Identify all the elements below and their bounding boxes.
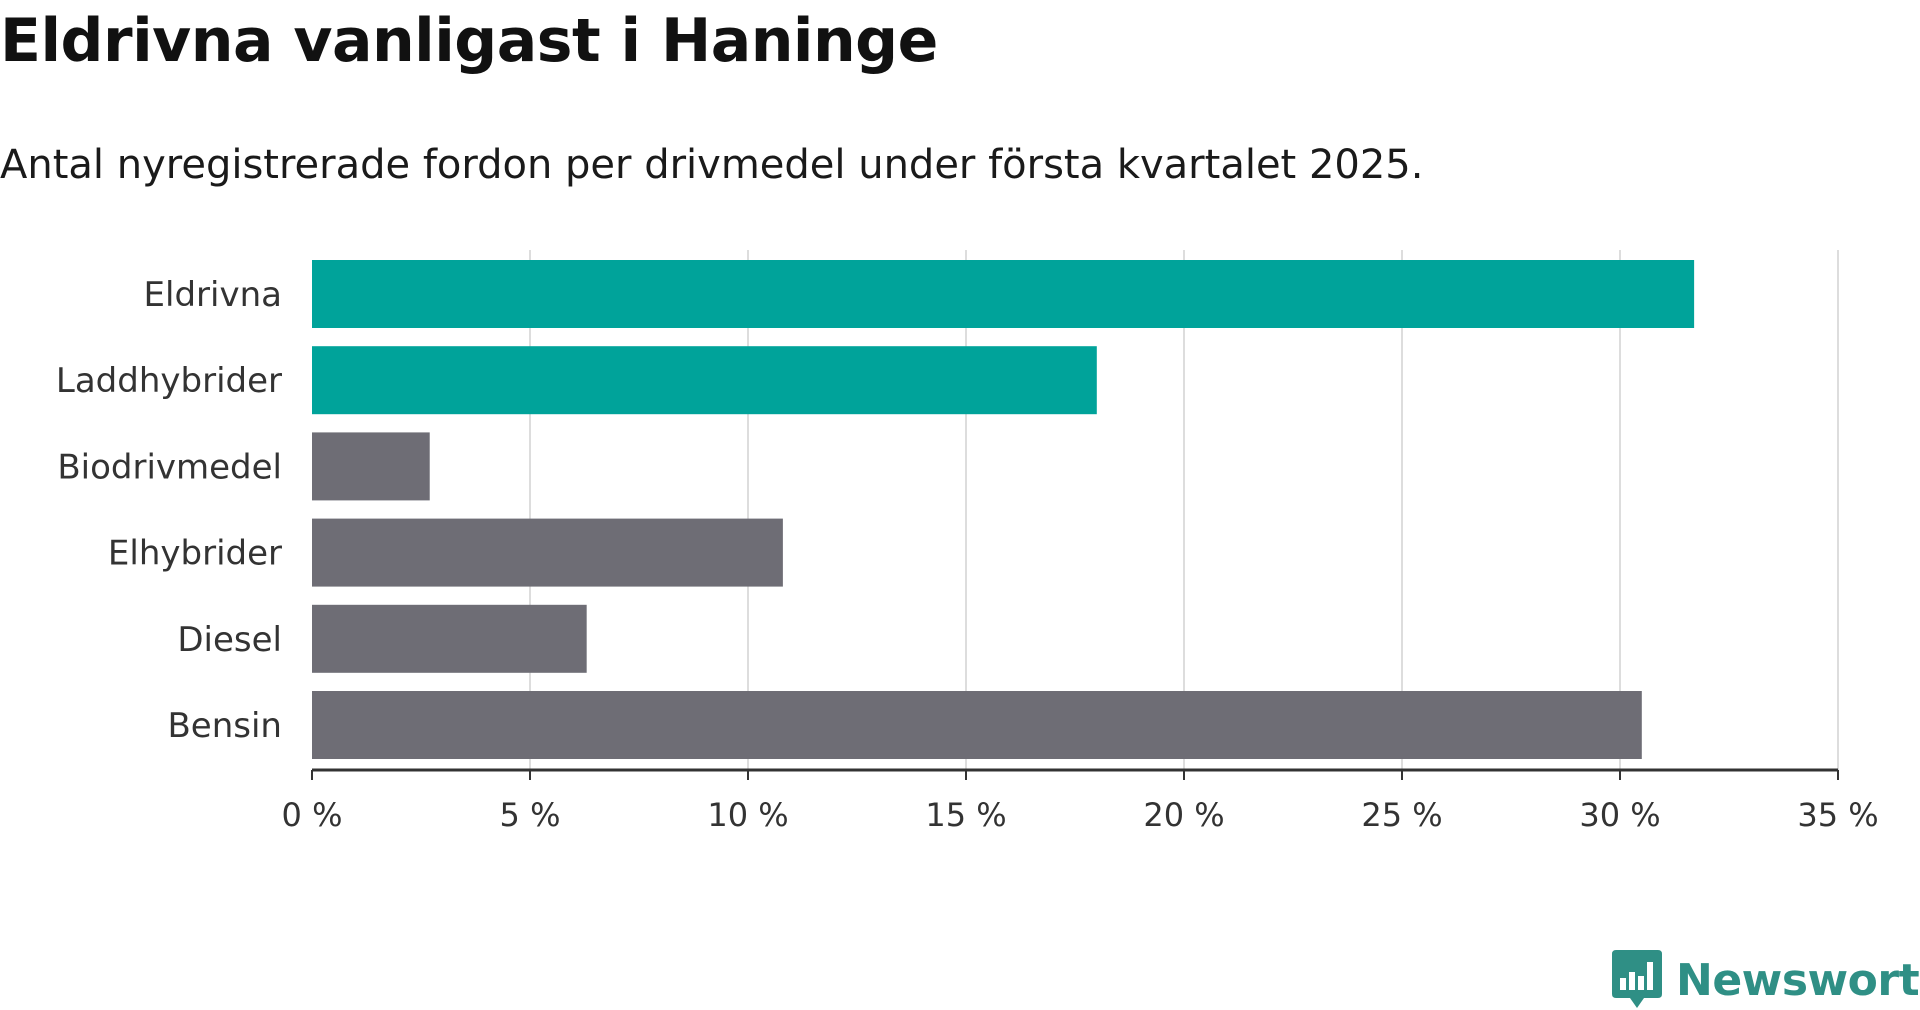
gridlines xyxy=(529,250,1839,770)
category-label: Laddhybrider xyxy=(56,361,282,401)
category-label: Elhybrider xyxy=(108,534,282,574)
chart-title: Eldrivna vanligast i Haninge xyxy=(0,6,938,76)
bar xyxy=(312,691,1642,759)
bar-chart-speech-bubble-icon xyxy=(1612,950,1662,1008)
x-tick-label: 10 % xyxy=(707,796,788,834)
category-labels: Eldrivna Laddhybrider Biodrivmedel Elhybrid… xyxy=(56,275,282,746)
bar-chart: Eldrivna Laddhybrider Biodrivmedel Elhybrid… xyxy=(56,250,1879,834)
category-label: Bensin xyxy=(167,706,282,746)
x-tick-label: 25 % xyxy=(1361,796,1442,834)
newsworthy-logo: Newsworthy xyxy=(1612,950,1920,1010)
x-tick-label: 0 % xyxy=(282,796,343,834)
x-tick-label: 35 % xyxy=(1797,796,1878,834)
bar xyxy=(312,346,1097,415)
bar xyxy=(312,604,587,673)
x-tick-label: 30 % xyxy=(1579,796,1660,834)
bars xyxy=(312,260,1695,759)
x-tick-label: 15 % xyxy=(925,796,1006,834)
x-tick-label: 20 % xyxy=(1143,796,1224,834)
bar xyxy=(312,432,430,501)
category-label: Diesel xyxy=(177,620,282,660)
bar xyxy=(312,518,783,587)
bar xyxy=(312,260,1695,328)
chart-subtitle: Antal nyregistrerade fordon per drivmede… xyxy=(0,142,1424,188)
x-tick-label: 5 % xyxy=(500,796,561,834)
category-label: Eldrivna xyxy=(144,275,282,315)
x-axis: 0 % 5 % 10 % 15 % 20 % 25 % 30 % 35 % xyxy=(282,768,1879,834)
category-label: Biodrivmedel xyxy=(57,447,282,487)
brand-name: Newsworthy xyxy=(1676,954,1920,1006)
